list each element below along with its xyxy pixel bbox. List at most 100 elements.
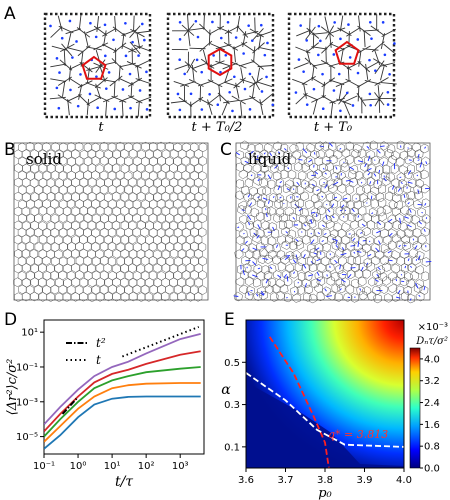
snapshot-1: [166, 12, 275, 119]
tissue-cell: [96, 192, 105, 202]
tissue-cell: [25, 141, 35, 152]
cell-trajectory: [366, 146, 370, 149]
cell-edge: [86, 98, 90, 115]
tissue-cell: [391, 250, 401, 260]
tissue-cell: [83, 213, 93, 223]
tissue-cell: [336, 283, 346, 294]
cell-edge: [50, 63, 67, 68]
cell-edge: [239, 60, 255, 67]
cell-trajectory: [347, 273, 352, 279]
cell-trajectory: [252, 247, 258, 251]
cell-trajectory: [302, 263, 307, 269]
cell-trajectory: [240, 248, 245, 252]
tissue-cell: [347, 255, 357, 266]
cell-center: [248, 108, 252, 111]
tissue-cell: [198, 285, 207, 295]
cell-trajectory: [376, 221, 382, 225]
tissue-cell: [396, 256, 406, 266]
tissue-cell: [245, 220, 254, 230]
tissue-cell: [182, 284, 191, 295]
cell-edge: [320, 26, 335, 37]
heatmap-solid-region: [246, 382, 404, 468]
x-axis-label: p₀: [318, 486, 332, 500]
tissue-cell: [371, 255, 380, 266]
cell-edge: [329, 31, 332, 48]
tissue-cell: [17, 271, 27, 281]
cell-center: [178, 108, 182, 112]
cell-trajectory: [370, 195, 373, 200]
cell-edge: [57, 15, 63, 32]
cell-center: [317, 24, 321, 28]
tissue-cell: [259, 149, 269, 159]
tissue-cell: [384, 149, 394, 159]
tissue-cell: [124, 242, 134, 252]
cell-center: [124, 21, 127, 25]
tissue-cell: [13, 263, 23, 274]
tissue-cell: [50, 270, 59, 281]
tissue-cell: [87, 220, 96, 231]
tissue-cell: [275, 148, 285, 159]
heatmap-curves: [246, 336, 404, 468]
tissue-cell: [258, 178, 268, 188]
cell-edge: [293, 62, 309, 69]
tissue-cell: [370, 199, 379, 209]
cell-center: [107, 71, 111, 74]
cell-trajectory: [310, 219, 313, 224]
tissue-cell: [399, 276, 409, 287]
tissue-cell: [272, 243, 281, 253]
tissue-cell: [116, 213, 125, 224]
cell-trajectory: [407, 258, 410, 262]
tissue-cell: [310, 149, 320, 160]
tissue-cell: [104, 149, 113, 160]
tissue-cell: [295, 141, 304, 152]
tissue-cell: [285, 250, 295, 261]
tissue-cell: [153, 235, 162, 245]
cell-trajectory: [292, 259, 297, 264]
tissue-cell: [145, 277, 154, 288]
tissue-cell: [173, 156, 182, 167]
cell-trajectory: [356, 250, 362, 253]
tissue-cell: [300, 208, 309, 218]
tissue-cell: [417, 207, 427, 218]
tissue-cell: [100, 227, 109, 238]
cell-edge: [312, 62, 329, 67]
cell-trajectory: [286, 275, 289, 282]
tissue-cell: [265, 243, 275, 254]
cell-center: [297, 58, 301, 61]
cell-trajectory: [256, 234, 260, 239]
cell-edge: [358, 15, 361, 32]
tissue-cell: [99, 141, 109, 152]
tissue-cell: [128, 192, 138, 202]
tissue-cell: [26, 270, 35, 281]
cell-trajectory: [423, 285, 426, 291]
cell-edge: [136, 33, 141, 50]
tissue-cell: [349, 177, 358, 188]
cell-edge: [309, 17, 311, 34]
solid-label: solid: [26, 150, 62, 168]
cell-trajectory: [248, 222, 250, 226]
tissue-cell: [335, 248, 345, 258]
cell-trajectory: [349, 166, 355, 171]
cell-edge: [339, 15, 344, 32]
tissue-cell: [357, 276, 367, 287]
tissue-cell: [292, 293, 302, 303]
tissue-cell: [249, 155, 259, 165]
cell-center: [368, 92, 372, 96]
tissue-cell: [79, 277, 88, 288]
cell-center: [113, 107, 117, 111]
tissue-cell: [300, 249, 310, 259]
tissue-cell: [313, 169, 323, 179]
tissue-cell: [256, 170, 266, 180]
cell-center: [321, 107, 325, 111]
cell-center: [195, 58, 199, 62]
cell-edge: [251, 75, 261, 91]
x-axis-label: t/τ: [115, 474, 133, 490]
cell-trajectory: [392, 185, 395, 190]
cell-center: [321, 72, 324, 76]
cell-center: [71, 56, 74, 59]
y-tick-label: 10⁻¹: [16, 362, 38, 373]
tissue-cell: [343, 292, 353, 303]
cell-edge: [103, 30, 107, 47]
tissue-cell: [243, 236, 253, 246]
tissue-cell: [298, 170, 307, 181]
